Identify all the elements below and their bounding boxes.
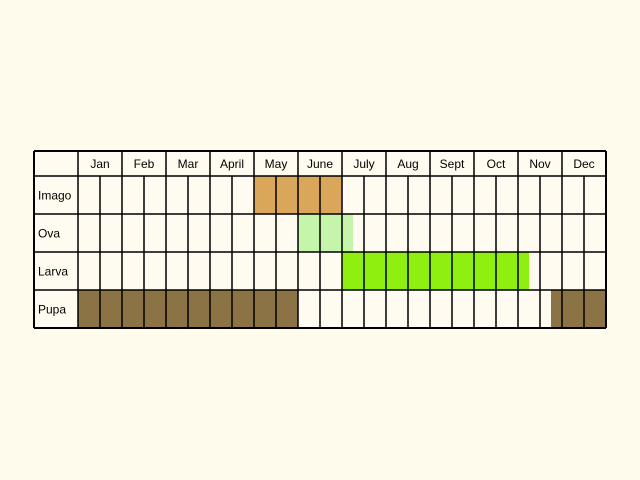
month-label-jan: Jan: [90, 157, 109, 171]
month-label-oct: Oct: [487, 157, 506, 171]
month-label-mar: Mar: [178, 157, 199, 171]
stage-bar-pupa-2: [551, 290, 606, 328]
stage-label-pupa: Pupa: [38, 303, 66, 317]
month-label-sept: Sept: [440, 157, 465, 171]
stage-label-imago: Imago: [38, 189, 72, 203]
stage-label-larva: Larva: [38, 265, 68, 279]
stage-bar-ova-1: [298, 214, 353, 252]
table-grid: [33, 150, 607, 329]
stage-bar-larva-1: [342, 252, 529, 290]
month-label-may: May: [265, 157, 288, 171]
month-label-feb: Feb: [134, 157, 155, 171]
table-labels: Jan Feb Mar April May June July Aug Sept Oct Nov De…: [38, 157, 595, 317]
stage-label-ova: Ova: [38, 227, 60, 241]
month-label-nov: Nov: [529, 157, 550, 171]
month-label-april: April: [220, 157, 244, 171]
month-label-aug: Aug: [397, 157, 418, 171]
month-label-dec: Dec: [573, 157, 594, 171]
month-label-july: July: [353, 157, 374, 171]
month-label-june: June: [307, 157, 333, 171]
